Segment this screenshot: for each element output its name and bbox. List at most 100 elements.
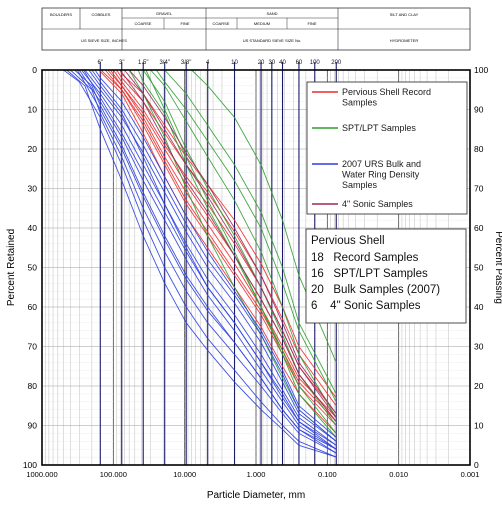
- legend-entry-label: 2007 URS Bulk and Water Ring Density Sampl…: [342, 159, 421, 190]
- y-tick-label-left: 30: [28, 184, 38, 194]
- header-hydrometer: HYDROMETER: [390, 38, 419, 43]
- sieve-label: 40: [279, 60, 286, 66]
- gradation-curve-sonic: [119, 69, 337, 422]
- header-gravel: GRAVEL: [156, 11, 173, 16]
- gradation-curve-sonic: [128, 69, 337, 414]
- y-tick-label-right: 30: [474, 342, 484, 352]
- legend-entry-line: Water Ring Density: [342, 170, 420, 180]
- gradation-curve-spt: [145, 69, 337, 438]
- y-tick-label-right: 50: [474, 263, 484, 273]
- y-tick-label-left: 0: [32, 65, 37, 75]
- sieve-label: 20: [258, 60, 265, 66]
- x-tick-label: 1000.000: [26, 470, 57, 479]
- gradation-curve-spt: [164, 69, 337, 395]
- y-tick-label-left: 40: [28, 223, 38, 233]
- gradation-curve-bulk: [66, 69, 337, 458]
- y-tick-label-left: 100: [23, 460, 37, 470]
- sieve-label: 200: [331, 60, 342, 66]
- y-tick-label-right: 70: [474, 184, 484, 194]
- sieve-label: 1.5": [138, 60, 148, 66]
- legend-entry-line: Pervious Shell Record: [342, 87, 431, 97]
- sieve-label: 3/8": [181, 60, 191, 66]
- gradation-curve-record: [107, 69, 337, 418]
- y-tick-label-left: 70: [28, 342, 38, 352]
- x-tick-label: 10.000: [173, 470, 196, 479]
- header-cobbles: COBBLES: [92, 12, 111, 17]
- legend-entry-line: 4" Sonic Samples: [342, 199, 413, 209]
- x-axis-label: Particle Diameter, mm: [207, 490, 305, 501]
- gradation-curves: [63, 69, 337, 458]
- y-axis-label-left: Percent Retained: [6, 229, 17, 306]
- header-us-sieve-inches: US SIEVE SIZE, INCHES: [81, 38, 127, 43]
- legend-entry-line: Samples: [342, 98, 378, 108]
- x-tick-label: 0.100: [318, 470, 337, 479]
- header-gravel-fine: FINE: [180, 21, 189, 26]
- gradation-curve-spt: [137, 69, 337, 434]
- header-sand-fine: FINE: [307, 21, 316, 26]
- y-tick-label-right: 60: [474, 223, 484, 233]
- header-sand-coarse: COARSE: [213, 21, 230, 26]
- y-tick-label-right: 0: [474, 460, 479, 470]
- gradation-curve-spt: [155, 69, 337, 403]
- gradation-curve-spt: [150, 69, 337, 418]
- y-tick-label-right: 10: [474, 421, 484, 431]
- header-sand: SAND: [266, 11, 277, 16]
- legend-entry-line: Samples: [342, 180, 378, 190]
- gradation-curve-bulk: [63, 69, 337, 458]
- sieve-label: 4: [206, 60, 210, 66]
- header-us-standard-sieve: US STANDARD SIEVE SIZE No.: [243, 38, 302, 43]
- y-axis-label-right: Percent Passing: [493, 231, 502, 304]
- sample-summary-box: Pervious Shell 18 Record Samples 16 SPT/LP…: [305, 228, 467, 324]
- gradation-curve-bulk: [70, 69, 337, 454]
- header-sand-medium: MEDIUM: [254, 21, 270, 26]
- sieve-label: 6": [98, 60, 103, 66]
- legend-entry-line: SPT/LPT Samples: [342, 123, 416, 133]
- legend-entry-line: 2007 URS Bulk and: [342, 159, 421, 169]
- y-tick-label-right: 20: [474, 381, 484, 391]
- summary-line: 18 Record Samples: [311, 252, 419, 264]
- gradation-curve-bulk: [81, 69, 337, 446]
- gradation-curve-bulk: [76, 69, 337, 454]
- y-tick-label-left: 20: [28, 144, 38, 154]
- sieve-label: 10: [231, 60, 238, 66]
- legend-entry-label: Pervious Shell Record Samples: [342, 87, 431, 108]
- header-gravel-coarse: COARSE: [135, 21, 152, 26]
- sieve-label: 3": [119, 60, 124, 66]
- legend-entry-label: 4" Sonic Samples: [342, 199, 413, 209]
- gradation-curve-bulk: [83, 69, 337, 446]
- y-tick-label-right: 80: [474, 144, 484, 154]
- header-boulders: BOULDERS: [50, 12, 72, 17]
- gradation-curve-spt: [142, 69, 337, 426]
- soil-classification-header: BOULDERS COBBLES GRAVEL SAND SILT AND CLAY CO…: [41, 7, 471, 51]
- gradation-curve-spt: [191, 69, 337, 363]
- summary-title: Pervious Shell: [311, 235, 385, 247]
- gradation-curve-bulk: [94, 69, 337, 438]
- plot-frame: [41, 69, 471, 466]
- y-tick-label-left: 50: [28, 263, 38, 273]
- summary-line: 16 SPT/LPT Samples: [311, 268, 428, 280]
- gradation-curve-record: [98, 69, 337, 434]
- gradation-curve-spt: [128, 69, 337, 442]
- summary-line: 6 4" Sonic Samples: [311, 300, 421, 312]
- gradation-curve-record: [104, 69, 337, 422]
- gradation-curve-bulk: [91, 69, 337, 442]
- x-tick-label: 0.001: [461, 470, 480, 479]
- gradation-curve-bulk: [78, 69, 337, 450]
- y-tick-label-left: 80: [28, 381, 38, 391]
- legend-entry-label: SPT/LPT Samples: [342, 123, 416, 133]
- x-tick-label: 1.000: [247, 470, 266, 479]
- x-tick-label: 0.010: [389, 470, 408, 479]
- summary-box-frame: [305, 228, 467, 324]
- y-tick-label-right: 100: [474, 65, 488, 75]
- x-tick-label: 100.000: [100, 470, 127, 479]
- chart-axes: 0102030405060708090100100908070605040302…: [6, 65, 502, 501]
- gradation-curve-record: [116, 69, 337, 407]
- sieve-label: 3/4": [159, 60, 169, 66]
- gradation-curve-sonic: [124, 69, 337, 418]
- summary-line: 20 Bulk Samples (2007): [311, 284, 440, 296]
- y-tick-label-left: 60: [28, 302, 38, 312]
- y-tick-label-right: 90: [474, 105, 484, 115]
